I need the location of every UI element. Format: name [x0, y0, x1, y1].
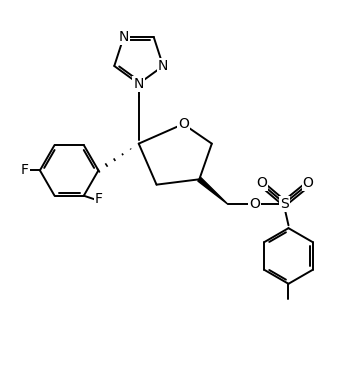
Text: O: O	[178, 117, 189, 131]
Text: F: F	[95, 192, 103, 206]
Text: F: F	[21, 163, 29, 177]
Text: O: O	[303, 176, 314, 190]
Text: N: N	[118, 30, 129, 44]
Text: O: O	[249, 197, 260, 211]
Text: S: S	[281, 197, 289, 211]
Text: O: O	[256, 176, 267, 190]
Text: N: N	[158, 59, 168, 73]
Polygon shape	[198, 177, 228, 204]
Text: N: N	[134, 77, 144, 91]
